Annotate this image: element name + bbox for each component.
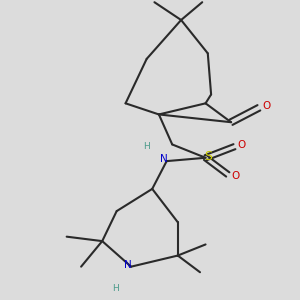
Text: H: H [143, 142, 149, 151]
Text: O: O [238, 140, 246, 150]
Text: H: H [112, 284, 118, 293]
Text: O: O [262, 101, 270, 111]
Text: S: S [204, 150, 212, 163]
Text: N: N [160, 154, 168, 164]
Text: N: N [124, 260, 132, 270]
Text: O: O [231, 171, 239, 181]
